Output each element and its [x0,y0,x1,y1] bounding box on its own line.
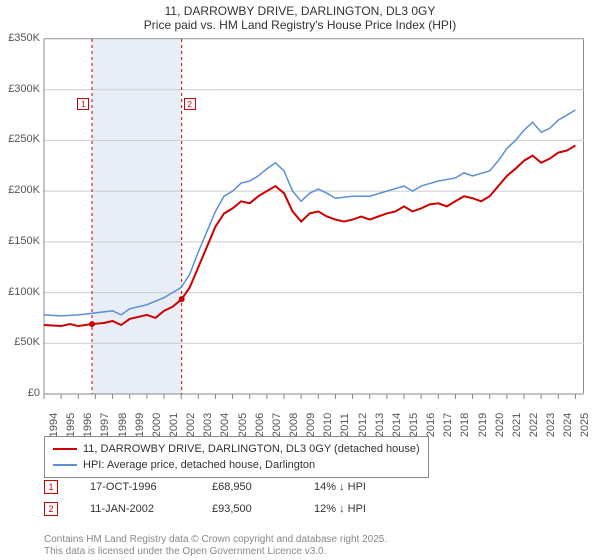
x-tick-label: 2008 [288,413,300,437]
y-tick-label: £50K [0,336,40,348]
chart-sale-marker: 1 [77,98,89,110]
x-tick-label: 2005 [237,413,249,437]
sale-row-2: 2 11-JAN-2002 £93,500 12% ↓ HPI [44,502,366,516]
y-tick-label: £100K [0,286,40,298]
y-tick-label: £300K [0,83,40,95]
legend: 11, DARROWBY DRIVE, DARLINGTON, DL3 0GY … [44,436,429,478]
x-tick-label: 2013 [374,413,386,437]
sale-delta-2: 12% ↓ HPI [314,503,366,515]
y-tick-label: £350K [0,32,40,44]
x-tick-label: 2015 [408,413,420,437]
x-tick-label: 2009 [305,413,317,437]
footer-line2: This data is licensed under the Open Gov… [44,546,387,558]
x-tick-label: 2016 [425,413,437,437]
legend-swatch-hpi [53,464,77,466]
chart-title-line1: 11, DARROWBY DRIVE, DARLINGTON, DL3 0GY [0,0,600,18]
sale-date-2: 11-JAN-2002 [90,503,180,515]
x-tick-label: 2014 [391,413,403,437]
chart-title-line2: Price paid vs. HM Land Registry's House … [0,18,600,36]
plot-area: 12 [44,38,584,393]
x-axis: 1994 1995 1996 1997 1998 1999 2000 2001 2002 2003… [44,395,584,435]
legend-item-price: 11, DARROWBY DRIVE, DARLINGTON, DL3 0GY … [53,441,420,457]
sale-row-1: 1 17-OCT-1996 £68,950 14% ↓ HPI [44,480,366,494]
x-tick-label: 2020 [494,413,506,437]
x-tick-label: 2003 [202,413,214,437]
x-tick-label: 1997 [99,413,111,437]
y-tick-label: £200K [0,184,40,196]
x-tick-label: 2021 [511,413,523,437]
x-tick-label: 2017 [442,413,454,437]
chart-sale-marker: 2 [184,98,196,110]
x-tick-label: 2018 [459,413,471,437]
sale-price-1: £68,950 [212,481,282,493]
legend-swatch-price [53,448,77,450]
x-tick-label: 1994 [48,413,60,437]
x-tick-label: 2025 [579,413,591,437]
y-tick-label: £250K [0,133,40,145]
x-tick-label: 2000 [151,413,163,437]
legend-label-hpi: HPI: Average price, detached house, Darl… [83,459,315,471]
sale-marker-2: 2 [44,502,58,516]
x-tick-label: 2022 [528,413,540,437]
x-tick-label: 1996 [82,413,94,437]
x-tick-label: 2006 [254,413,266,437]
sale-delta-1: 14% ↓ HPI [314,481,366,493]
footer-line1: Contains HM Land Registry data © Crown c… [44,534,387,546]
x-tick-label: 2024 [562,413,574,437]
x-tick-label: 2011 [339,413,351,437]
legend-item-hpi: HPI: Average price, detached house, Darl… [53,457,420,473]
y-tick-label: £150K [0,235,40,247]
x-tick-label: 1995 [65,413,77,437]
y-tick-label: £0 [0,387,40,399]
footer: Contains HM Land Registry data © Crown c… [44,534,387,558]
chart-container: 11, DARROWBY DRIVE, DARLINGTON, DL3 0GY … [0,0,600,560]
x-tick-label: 2007 [271,413,283,437]
sale-marker-1: 1 [44,480,58,494]
x-tick-label: 2002 [185,413,197,437]
legend-label-price: 11, DARROWBY DRIVE, DARLINGTON, DL3 0GY … [83,443,420,455]
x-tick-label: 2010 [322,413,334,437]
sale-price-2: £93,500 [212,503,282,515]
x-tick-label: 1998 [117,413,129,437]
x-tick-label: 2019 [477,413,489,437]
x-tick-label: 2023 [545,413,557,437]
x-tick-label: 2004 [219,413,231,437]
x-tick-label: 2012 [357,413,369,437]
x-tick-label: 2001 [168,413,180,437]
x-tick-label: 1999 [134,413,146,437]
sale-date-1: 17-OCT-1996 [90,481,180,493]
